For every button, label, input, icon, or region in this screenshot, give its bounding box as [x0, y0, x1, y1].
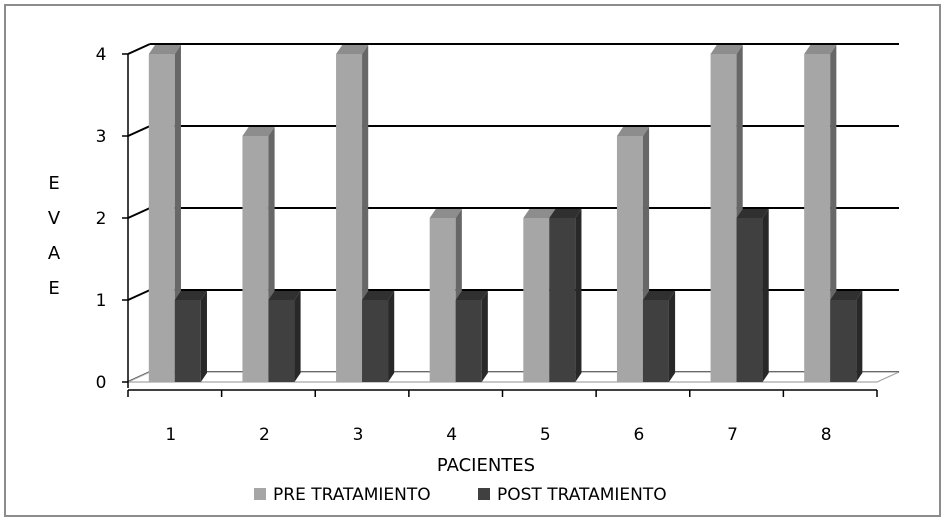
- x-tick-label-3: 3: [353, 425, 364, 445]
- bar-pre-4: [429, 218, 456, 382]
- bar-pre-7: [710, 54, 737, 382]
- bar-side-post-3: [388, 291, 395, 382]
- bar-side-post-6: [668, 291, 676, 382]
- x-tick-label-4: 4: [446, 425, 457, 445]
- bar-side-post-1: [200, 291, 207, 382]
- y-axis-title-letter-0: E: [48, 173, 59, 194]
- bar-post-3: [362, 300, 389, 382]
- y-tick-label-1: 1: [96, 291, 107, 311]
- legend-label-pre: PRE TRATAMIENTO: [273, 485, 431, 505]
- bar-top-pre-2: [242, 127, 275, 136]
- gridline-side-4: [127, 43, 151, 55]
- bar-top-post-3: [362, 291, 395, 300]
- bar-pre-6: [616, 136, 643, 382]
- legend-swatch-post: [478, 488, 490, 500]
- bar-post-8: [830, 300, 857, 382]
- bar-top-pre-4: [429, 209, 462, 218]
- bar-side-post-7: [762, 209, 769, 382]
- x-tick-label-6: 6: [634, 425, 645, 445]
- bar-top-pre-5: [523, 209, 556, 218]
- bar-side-post-5: [575, 209, 582, 382]
- bar-post-1: [174, 300, 201, 382]
- legend-swatch-pre: [254, 488, 266, 500]
- bar-post-2: [268, 300, 295, 382]
- y-axis-title-letter-2: A: [48, 243, 61, 264]
- y-tick-label-2: 2: [96, 209, 107, 229]
- bar-pre-5: [523, 218, 550, 382]
- gridline-side-3: [127, 125, 151, 137]
- y-tick-label-4: 4: [96, 45, 107, 65]
- bar-top-pre-1: [148, 45, 181, 54]
- bar-top-post-2: [268, 291, 301, 300]
- x-tick-label-5: 5: [540, 425, 551, 445]
- bar-top-post-7: [736, 209, 769, 218]
- gridline-side-2: [127, 207, 151, 219]
- bar-top-pre-6: [616, 127, 650, 136]
- bar-side-post-8: [856, 291, 863, 382]
- bar-post-6: [642, 300, 669, 382]
- bar-post-4: [455, 300, 482, 382]
- bar-pre-2: [242, 136, 269, 382]
- bar-post-7: [736, 218, 763, 382]
- x-tick-label-8: 8: [821, 425, 832, 445]
- x-tick-label-2: 2: [259, 425, 270, 445]
- legend-label-post: POST TRATAMIENTO: [497, 485, 667, 505]
- bar-top-post-1: [174, 291, 207, 300]
- bar-top-post-4: [455, 291, 488, 300]
- bar-side-post-4: [481, 291, 488, 382]
- bar-top-pre-8: [804, 45, 837, 54]
- y-axis-title-letter-3: E: [48, 278, 59, 299]
- bar-top-pre-7: [710, 45, 743, 54]
- bar-post-5: [549, 218, 576, 382]
- bar-top-post-6: [642, 291, 676, 300]
- y-tick-label-0: 0: [96, 373, 107, 393]
- bar-top-pre-3: [336, 45, 369, 54]
- bar-top-post-8: [830, 291, 863, 300]
- y-tick-label-3: 3: [96, 127, 107, 147]
- gridline-side-1: [127, 289, 151, 301]
- bar-side-post-2: [294, 291, 301, 382]
- x-tick-label-7: 7: [727, 425, 738, 445]
- x-axis-title: PACIENTES: [437, 455, 535, 476]
- x-tick-label-1: 1: [165, 425, 176, 445]
- bar-pre-3: [336, 54, 363, 382]
- bar-pre-1: [148, 54, 175, 382]
- bar-pre-8: [804, 54, 831, 382]
- y-axis-title-letter-1: V: [48, 208, 61, 229]
- bar-top-post-5: [549, 209, 582, 218]
